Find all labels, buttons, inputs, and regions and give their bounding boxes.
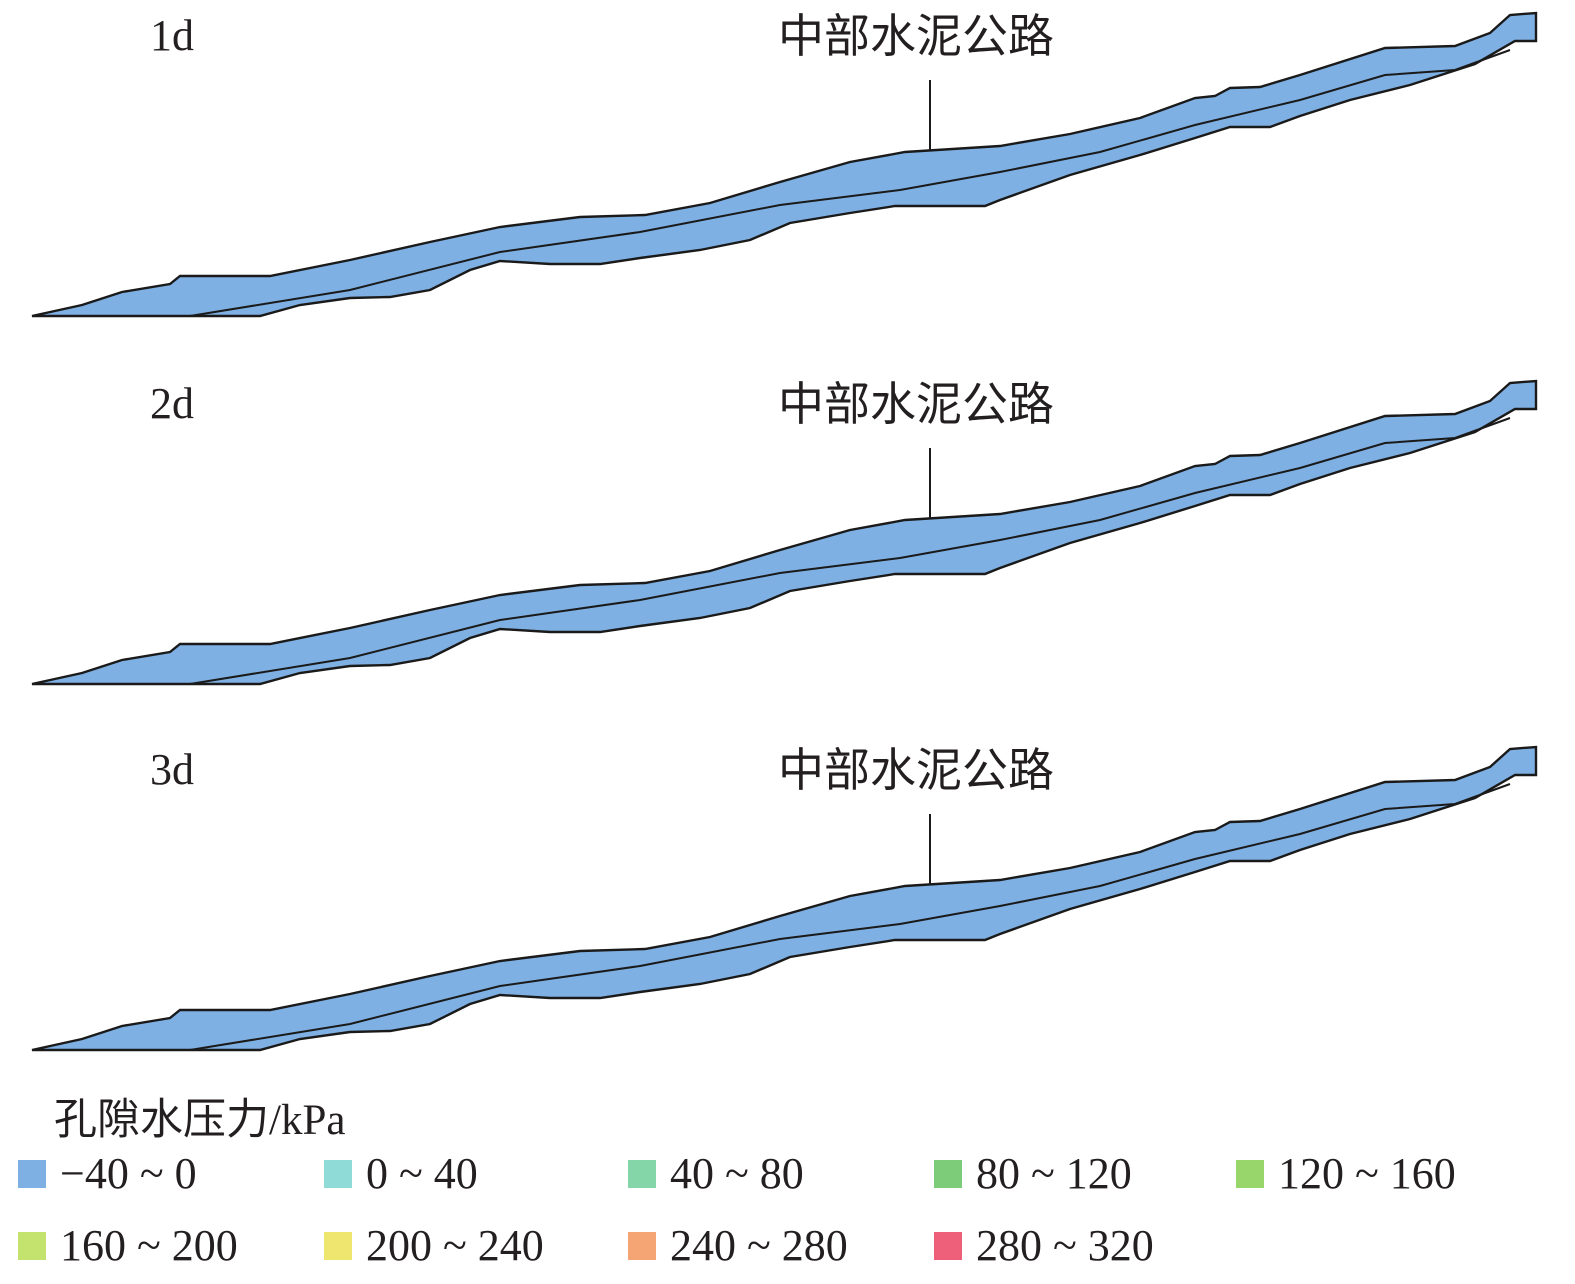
road-annotation: 中部水泥公路 [778,379,1054,430]
panel-label: 3d [150,745,194,794]
legend-label: 280 ~ 320 [976,1221,1154,1270]
legend-swatch [934,1159,962,1188]
slope-outline [31,11,1538,318]
phreatic-line [32,49,1511,317]
legend-swatch [628,1159,656,1188]
legend-swatch [18,1159,46,1188]
legend-label: 40 ~ 80 [670,1149,804,1198]
legend-item: 240 ~ 280 [628,1220,848,1271]
legend-label: 160 ~ 200 [60,1221,238,1270]
panel-3d: 3d 中部水泥公路 [31,745,1538,1052]
legend-item: 200 ~ 240 [324,1220,544,1271]
legend-title: 孔隙水压力/kPa [54,1097,346,1144]
legend-item: 40 ~ 80 [628,1148,804,1199]
legend-item: 0 ~ 40 [324,1148,478,1199]
legend-label: −40 ~ 0 [60,1149,197,1198]
legend-item: −40 ~ 0 [18,1148,197,1199]
legend-swatch [1236,1159,1264,1188]
panel-1d: 1d 中部水泥公路 [31,11,1538,318]
legend-swatch [934,1231,962,1260]
panel-2d: 2d 中部水泥公路 [31,379,1538,686]
legend-item: 280 ~ 320 [934,1220,1154,1271]
legend-swatch [324,1159,352,1188]
legend-item: 120 ~ 160 [1236,1148,1456,1199]
road-annotation: 中部水泥公路 [778,745,1054,796]
legend-label: 200 ~ 240 [366,1221,544,1270]
legend-label: 0 ~ 40 [366,1149,478,1198]
road-annotation: 中部水泥公路 [778,11,1054,62]
phreatic-line [32,783,1511,1051]
legend-label: 240 ~ 280 [670,1221,848,1270]
slope-outline [31,379,1538,686]
panel-label: 2d [150,379,194,428]
legend-label: 80 ~ 120 [976,1149,1132,1198]
slope-outline [31,745,1538,1052]
legend-label: 120 ~ 160 [1278,1149,1456,1198]
phreatic-line [32,417,1511,685]
legend-swatch [628,1231,656,1260]
legend-swatch [18,1231,46,1260]
legend-item: 80 ~ 120 [934,1148,1132,1199]
legend-swatch [324,1231,352,1260]
legend-item: 160 ~ 200 [18,1220,238,1271]
panel-label: 1d [150,11,194,60]
